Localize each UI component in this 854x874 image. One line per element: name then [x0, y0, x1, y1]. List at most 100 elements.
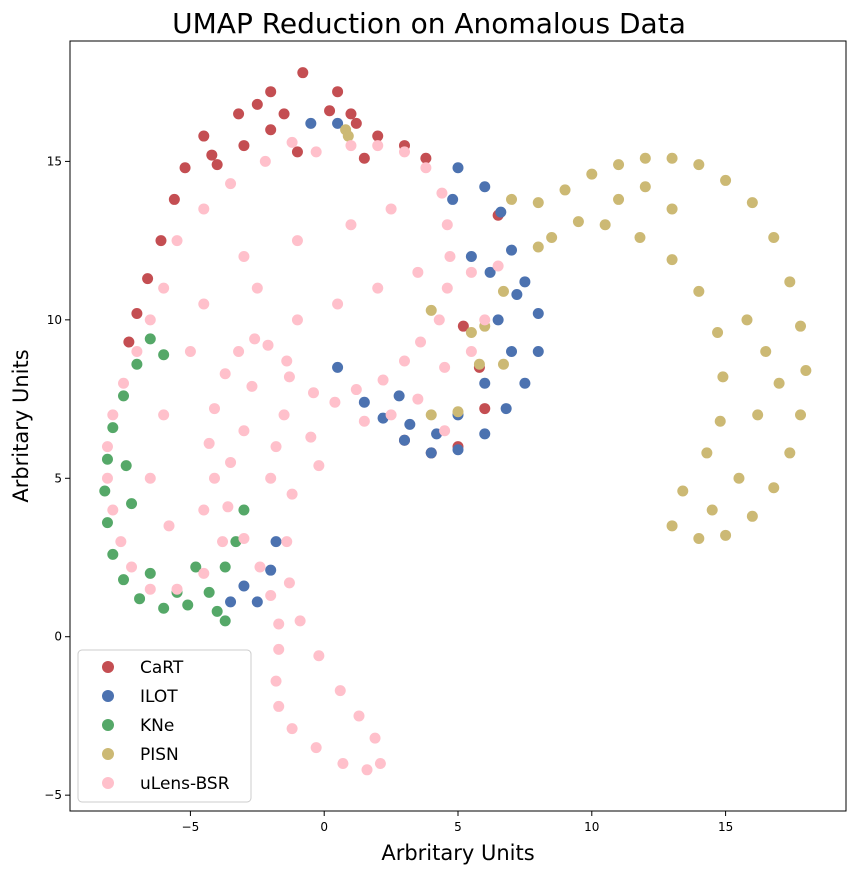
data-point	[219, 368, 231, 380]
data-point	[666, 152, 678, 164]
data-point	[270, 675, 282, 687]
data-point	[238, 140, 250, 152]
points-layer	[99, 67, 812, 776]
data-point	[506, 193, 518, 205]
data-point	[118, 574, 130, 586]
data-point	[123, 336, 135, 348]
data-point	[393, 390, 405, 402]
data-point	[439, 425, 451, 437]
data-point	[278, 409, 290, 421]
data-point	[324, 105, 336, 117]
data-point	[768, 482, 780, 494]
data-point	[308, 387, 320, 399]
data-point	[337, 757, 349, 769]
data-point	[291, 146, 303, 158]
data-point	[179, 162, 191, 174]
data-point	[532, 308, 544, 320]
data-point	[345, 140, 357, 152]
data-point	[398, 355, 410, 367]
data-point	[310, 146, 322, 158]
data-point	[286, 136, 298, 148]
data-point	[158, 349, 170, 361]
data-point	[425, 304, 437, 316]
data-point	[519, 377, 531, 389]
data-point	[465, 346, 477, 358]
data-point	[305, 431, 317, 443]
data-point	[613, 193, 625, 205]
data-point	[158, 602, 170, 614]
data-point	[452, 444, 464, 456]
x-tick-label: 15	[718, 820, 733, 834]
data-point	[203, 586, 215, 598]
data-point	[717, 371, 729, 383]
data-point	[310, 742, 322, 754]
data-point	[746, 510, 758, 522]
data-point	[465, 250, 477, 262]
data-point	[198, 567, 210, 579]
data-point	[211, 159, 223, 171]
data-point	[219, 615, 231, 627]
data-point	[506, 346, 518, 358]
data-point	[374, 757, 386, 769]
data-point	[439, 361, 451, 373]
data-point	[158, 409, 170, 421]
data-point	[144, 314, 156, 326]
data-point	[795, 320, 807, 332]
data-point	[720, 174, 732, 186]
data-point	[532, 346, 544, 358]
data-point	[265, 590, 277, 602]
data-point	[155, 235, 167, 247]
legend: CaRT ILOT KNe PISN uLens-BSR	[77, 649, 252, 803]
data-point	[693, 285, 705, 297]
data-point	[206, 149, 218, 161]
data-point	[784, 276, 796, 288]
data-point	[677, 485, 689, 497]
data-point	[532, 241, 544, 253]
data-point	[294, 615, 306, 627]
data-point	[784, 447, 796, 459]
data-point	[511, 288, 523, 300]
data-point	[342, 130, 354, 142]
data-point	[171, 235, 183, 247]
data-point	[441, 219, 453, 231]
data-point	[225, 596, 237, 608]
data-point	[190, 561, 202, 573]
data-point	[572, 216, 584, 228]
data-point	[506, 244, 518, 256]
data-point	[332, 117, 344, 129]
data-point	[131, 358, 143, 370]
data-point	[500, 403, 512, 415]
data-point	[281, 536, 293, 548]
data-point	[163, 520, 175, 532]
data-point	[361, 764, 373, 776]
data-point	[238, 580, 250, 592]
legend-label: CaRT	[140, 658, 184, 678]
data-point	[586, 168, 598, 180]
data-point	[332, 361, 344, 373]
data-point	[701, 447, 713, 459]
data-point	[225, 178, 237, 190]
data-point	[259, 155, 271, 167]
data-point	[265, 86, 277, 98]
data-point	[184, 346, 196, 358]
data-point	[484, 266, 496, 278]
data-point	[270, 536, 282, 548]
data-point	[497, 358, 509, 370]
series-ilot	[225, 117, 544, 608]
data-point	[329, 396, 341, 408]
data-point	[768, 231, 780, 243]
data-point	[297, 67, 309, 79]
legend-frame	[77, 649, 252, 803]
x-axis-label: Arbritary Units	[381, 841, 534, 865]
data-point	[369, 732, 381, 744]
x-axis-ticks: −5 0 5 10 15	[182, 811, 733, 834]
data-point	[286, 723, 298, 735]
data-point	[385, 203, 397, 215]
data-point	[254, 561, 266, 573]
data-point	[345, 219, 357, 231]
data-point	[385, 409, 397, 421]
y-tick-label: 10	[47, 313, 62, 327]
data-point	[436, 187, 448, 199]
data-point	[233, 108, 245, 120]
data-point	[634, 231, 646, 243]
